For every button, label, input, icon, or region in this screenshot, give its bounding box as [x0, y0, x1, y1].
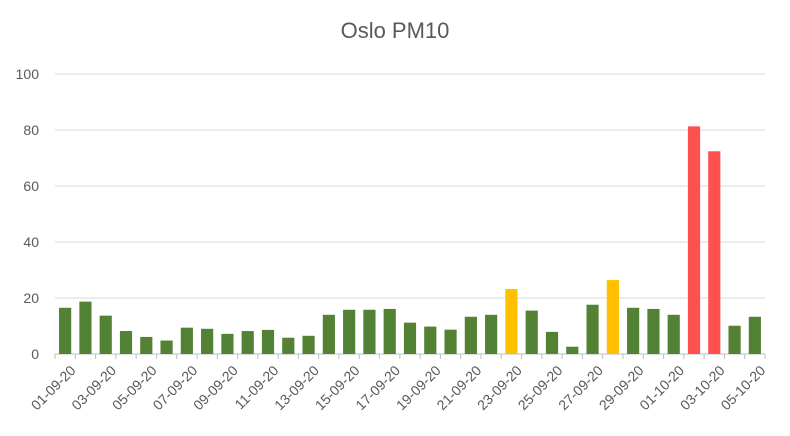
bar — [302, 335, 315, 354]
x-tick-labels: 01-09-2003-09-2005-09-2007-09-2009-09-20… — [28, 362, 769, 413]
bar — [424, 326, 437, 354]
bar — [403, 322, 417, 354]
grid-lines — [54, 73, 766, 359]
bar — [180, 327, 193, 354]
bar — [160, 340, 173, 354]
bar — [748, 316, 761, 354]
x-tick-label: 05-10-20 — [717, 362, 768, 413]
bar — [586, 304, 599, 354]
bar — [79, 301, 92, 354]
y-tick-label: 80 — [23, 122, 39, 138]
y-tick-label: 40 — [23, 234, 39, 250]
bar — [201, 328, 214, 354]
bar — [444, 329, 457, 354]
bar — [221, 333, 234, 354]
bar — [241, 331, 254, 354]
bar — [687, 126, 701, 354]
bar — [464, 316, 477, 354]
bar — [505, 289, 518, 354]
bar — [343, 309, 356, 354]
y-tick-label: 20 — [23, 290, 39, 306]
y-tick-label: 100 — [16, 66, 40, 82]
y-tick-label: 60 — [23, 178, 39, 194]
x-tick-label: 09-09-20 — [190, 362, 241, 413]
bar — [322, 314, 335, 354]
bar — [647, 308, 660, 354]
bar — [59, 307, 72, 354]
bar — [606, 280, 619, 354]
bar — [627, 307, 640, 354]
chart-title: Oslo PM10 — [340, 18, 450, 43]
bar — [140, 336, 153, 354]
bar — [383, 308, 396, 354]
bar — [728, 325, 741, 354]
bar — [119, 331, 133, 354]
bar — [545, 331, 559, 354]
bar — [525, 310, 538, 354]
bars — [59, 126, 761, 354]
bar — [566, 346, 579, 354]
bar — [363, 309, 376, 354]
y-tick-labels: 0 20 40 60 80 100 — [16, 66, 40, 362]
bar — [282, 337, 295, 354]
y-tick-label: 0 — [31, 346, 39, 362]
bar — [261, 329, 275, 354]
bar — [99, 315, 112, 354]
bar — [667, 314, 680, 354]
bar — [485, 314, 498, 354]
bar — [708, 151, 721, 354]
